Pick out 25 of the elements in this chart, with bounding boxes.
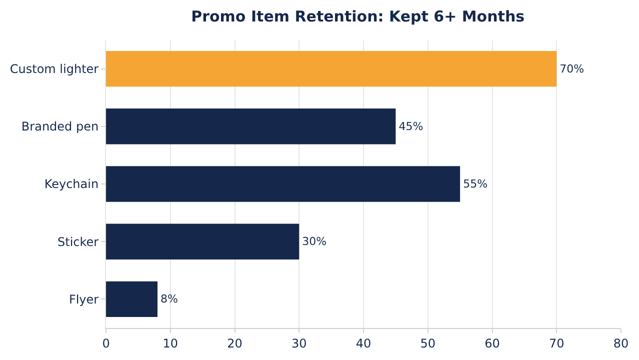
data-label: 45% [398, 120, 424, 133]
data-label: 55% [463, 178, 488, 190]
y-tick-label: Custom lighter [10, 62, 99, 76]
bar [106, 108, 396, 144]
data-label: 70% [560, 62, 584, 76]
bar [106, 50, 557, 87]
y-tick-label: Sticker [58, 234, 99, 249]
data-label: 8% [160, 292, 178, 306]
x-tick-label: 80 [613, 336, 629, 350]
x-tick-label: 20 [227, 336, 242, 350]
bar [106, 281, 158, 318]
y-tick-label: Keychain [44, 177, 99, 192]
bar [106, 166, 460, 202]
x-tick-label: 40 [356, 336, 372, 350]
x-tick-label: 70 [548, 336, 564, 350]
y-tick-label: Flyer [68, 292, 99, 306]
bar [106, 224, 300, 260]
x-tick-label: 10 [162, 336, 178, 350]
x-tick-label: 50 [420, 336, 436, 350]
x-tick-label: 0 [102, 336, 110, 350]
data-label: 30% [302, 235, 327, 248]
chart-title: Promo Item Retention: Kept 6+ Months [191, 7, 525, 26]
x-tick-label: 30 [291, 336, 307, 350]
x-tick-label: 60 [484, 336, 500, 350]
y-tick-label: Branded pen [21, 120, 99, 134]
